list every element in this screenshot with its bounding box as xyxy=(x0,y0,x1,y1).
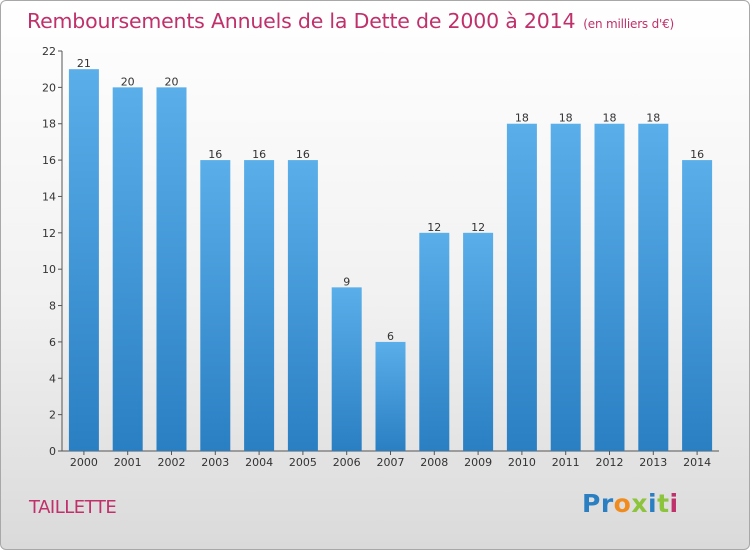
x-tick-label: 2010 xyxy=(508,456,536,469)
x-tick-label: 2009 xyxy=(464,456,492,469)
bar xyxy=(244,160,275,451)
bars xyxy=(68,69,713,452)
x-tick-label: 2000 xyxy=(70,456,98,469)
data-label: 18 xyxy=(559,112,573,125)
y-tick-label: 22 xyxy=(42,45,56,58)
proxiti-logo: Proxiti xyxy=(582,489,679,518)
x-tick-label: 2003 xyxy=(201,456,229,469)
y-tick-label: 20 xyxy=(42,81,56,94)
bar xyxy=(463,232,494,451)
x-tick-label: 2013 xyxy=(639,456,667,469)
axes: 0 2 4 6 8 10 12 14 16 18 20 22 2000 2001 2002 2003 2004 2… xyxy=(42,45,719,469)
bar xyxy=(594,123,625,452)
data-label: 6 xyxy=(387,330,394,343)
data-label: 9 xyxy=(343,275,350,288)
data-label: 16 xyxy=(208,148,222,161)
data-label: 12 xyxy=(427,221,441,234)
chart-title-text: Remboursements Annuels de la Dette de 20… xyxy=(27,9,576,33)
data-label: 20 xyxy=(165,75,179,88)
logo-letter: i xyxy=(669,489,679,518)
logo-letter: P xyxy=(582,489,601,518)
bar xyxy=(331,287,362,451)
x-tick-label: 2014 xyxy=(683,456,711,469)
bar xyxy=(638,123,669,452)
x-tick-label: 2007 xyxy=(377,456,405,469)
data-label: 18 xyxy=(515,112,529,125)
logo-letter: x xyxy=(631,489,648,518)
y-tick-label: 10 xyxy=(42,263,56,276)
y-tick-label: 12 xyxy=(42,227,56,240)
bar xyxy=(200,160,231,451)
x-tick-label: 2012 xyxy=(596,456,624,469)
y-tick-label: 0 xyxy=(49,445,56,458)
data-label: 18 xyxy=(646,112,660,125)
logo-letter: t xyxy=(657,489,670,518)
y-tick-label: 2 xyxy=(49,409,56,422)
x-tick-label: 2002 xyxy=(158,456,186,469)
x-tick-label: 2004 xyxy=(245,456,273,469)
data-label: 16 xyxy=(296,148,310,161)
chart-subtitle: (en milliers d'€) xyxy=(583,17,675,31)
data-label: 16 xyxy=(690,148,704,161)
bar xyxy=(112,87,143,451)
x-tick-label: 2005 xyxy=(289,456,317,469)
commune-name: TAILLETTE xyxy=(29,497,117,518)
bar xyxy=(156,87,187,451)
logo-letter: o xyxy=(613,489,632,518)
y-tick-label: 8 xyxy=(49,300,56,313)
y-tick-label: 4 xyxy=(49,372,56,385)
data-label: 20 xyxy=(121,75,135,88)
logo-letter: i xyxy=(648,489,658,518)
x-tick-label: 2001 xyxy=(114,456,142,469)
data-label: 16 xyxy=(252,148,266,161)
x-tick-label: 2008 xyxy=(420,456,448,469)
bar xyxy=(506,123,537,452)
bar xyxy=(550,123,581,452)
bar xyxy=(419,232,450,451)
y-tick-label: 18 xyxy=(42,118,56,131)
data-label: 21 xyxy=(77,57,91,70)
bar xyxy=(68,69,99,451)
data-labels: 21 20 20 16 16 16 9 6 12 12 18 18 18 18 16 xyxy=(77,57,704,343)
logo-letter: r xyxy=(600,489,614,518)
x-tick-label: 2006 xyxy=(333,456,361,469)
chart-title: Remboursements Annuels de la Dette de 20… xyxy=(27,9,674,33)
bar xyxy=(287,160,318,451)
y-tick-label: 16 xyxy=(42,154,56,167)
bar xyxy=(682,160,713,451)
y-tick-label: 6 xyxy=(49,336,56,349)
data-label: 18 xyxy=(603,112,617,125)
data-label: 12 xyxy=(471,221,485,234)
x-tick-label: 2011 xyxy=(552,456,580,469)
bar xyxy=(375,341,406,451)
y-tick-label: 14 xyxy=(42,190,56,203)
